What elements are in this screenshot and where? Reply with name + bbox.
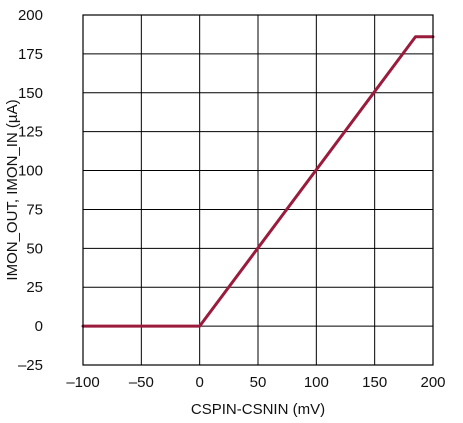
y-tick-label: 25 [26, 279, 43, 296]
plot-frame [82, 14, 434, 366]
grid [82, 14, 434, 366]
x-tick-label: –50 [129, 374, 154, 391]
y-tick-label: 125 [18, 124, 43, 141]
y-tick-label: 50 [26, 240, 43, 257]
x-tick-label: 0 [195, 374, 203, 391]
y-tick-label: –25 [18, 357, 43, 374]
x-tick-label: 200 [420, 374, 445, 391]
y-tick-label: 150 [18, 85, 43, 102]
y-tick-label: 200 [18, 7, 43, 24]
x-tick-label: 50 [250, 374, 267, 391]
y-tick-label: 100 [18, 163, 43, 180]
x-axis-title: CSPIN-CSNIN (mV) [191, 401, 325, 418]
y-tick-label: 75 [26, 201, 43, 218]
y-tick-label: 175 [18, 46, 43, 63]
series-group [81, 35, 435, 328]
series-line-0 [81, 35, 435, 328]
y-tick-labels: –25 0 25 50 75 100 125 150 175 200 [18, 7, 43, 374]
x-tick-label: 100 [304, 374, 329, 391]
x-tick-label: –100 [66, 374, 99, 391]
x-tick-label: 150 [362, 374, 387, 391]
x-tick-labels: –100 –50 0 50 100 150 200 [66, 374, 445, 391]
y-tick-label: 0 [35, 318, 43, 335]
y-axis-title: IMON_OUT, IMON_IN (µA) [4, 99, 21, 280]
